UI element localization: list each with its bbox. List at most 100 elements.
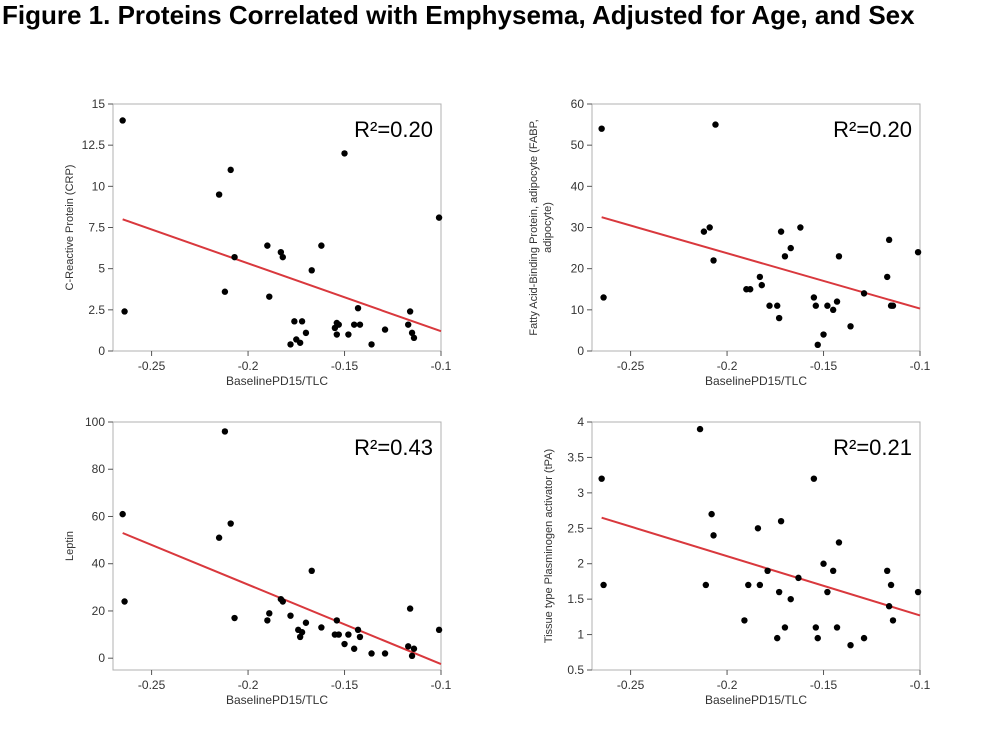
- data-point: [764, 567, 771, 574]
- data-point: [227, 166, 234, 174]
- y-axis-label: Tissue type Plasminogen activator (tPA): [543, 449, 555, 643]
- x-tick-label: -0.15: [331, 359, 359, 373]
- x-tick-label: -0.1: [431, 359, 452, 373]
- figure-title: Figure 1. Proteins Correlated with Emphy…: [2, 0, 915, 30]
- y-tick-label: 2.5: [88, 303, 105, 317]
- data-point: [847, 642, 854, 649]
- data-point: [775, 588, 783, 596]
- y-axis-label-line: Fatty Acid-Binding Protein, adipocyte (F…: [528, 119, 540, 335]
- data-point: [296, 339, 304, 346]
- data-point: [847, 323, 854, 330]
- data-point: [797, 224, 804, 231]
- data-point: [820, 331, 827, 338]
- data-point: [308, 267, 315, 274]
- data-point: [345, 331, 352, 338]
- r-squared-annotation: R²=0.43: [354, 435, 433, 460]
- y-tick-label: 10: [571, 303, 585, 317]
- data-point: [231, 253, 238, 261]
- y-tick-label: 50: [571, 138, 585, 152]
- y-tick-label: 60: [92, 509, 106, 523]
- data-point: [884, 273, 891, 281]
- data-point: [266, 293, 273, 300]
- data-point: [777, 228, 785, 235]
- y-tick-label: 40: [92, 557, 106, 571]
- data-point: [354, 626, 362, 634]
- regression-line: [122, 218, 442, 333]
- y-tick-label: 0.5: [567, 663, 584, 677]
- y-tick-label: 0: [98, 344, 105, 358]
- regression-line: [601, 216, 921, 310]
- data-point: [914, 588, 922, 596]
- data-point: [291, 318, 298, 325]
- y-tick-label: 30: [571, 221, 585, 235]
- data-point: [777, 518, 785, 525]
- data-point: [708, 510, 715, 518]
- data-point: [710, 532, 717, 539]
- data-point: [600, 581, 607, 589]
- y-axis-label-line: adipocyte): [542, 202, 554, 253]
- y-axis-label: C-Reactive Protein (CRP): [64, 165, 76, 291]
- data-point: [333, 331, 341, 338]
- data-point: [298, 318, 306, 325]
- x-tick-label: -0.25: [617, 678, 645, 692]
- data-point: [600, 294, 607, 301]
- y-axis-label: Leptin: [64, 531, 76, 561]
- x-tick-label: -0.2: [238, 359, 259, 373]
- x-tick-label: -0.2: [238, 678, 259, 692]
- y-tick-label: 10: [92, 179, 106, 193]
- data-point: [264, 242, 271, 249]
- data-point: [381, 326, 389, 333]
- y-tick-label: 1.5: [567, 592, 584, 606]
- data-point: [814, 341, 821, 349]
- data-point: [368, 341, 375, 348]
- data-point: [774, 634, 781, 642]
- data-point: [221, 288, 229, 295]
- data-point: [345, 631, 352, 638]
- data-point: [356, 321, 364, 328]
- data-point: [350, 321, 358, 328]
- data-point: [884, 567, 891, 574]
- data-point: [333, 617, 341, 624]
- x-axis-label: BaselinePD15/TLC: [226, 693, 328, 707]
- data-point: [787, 595, 794, 603]
- data-point: [410, 645, 418, 652]
- y-tick-label: 2.5: [567, 521, 584, 535]
- plot-frame: [112, 421, 442, 671]
- data-point: [435, 626, 443, 634]
- x-axis-label: BaselinePD15/TLC: [226, 374, 328, 388]
- r-squared-annotation: R²=0.21: [833, 435, 912, 460]
- data-point: [308, 567, 315, 574]
- data-point: [121, 308, 128, 315]
- y-tick-label: 5: [98, 262, 105, 276]
- data-point: [835, 253, 843, 260]
- data-point: [406, 308, 414, 315]
- data-point: [350, 645, 358, 652]
- data-point: [335, 631, 342, 638]
- data-point: [231, 614, 238, 622]
- data-point: [781, 253, 789, 260]
- data-point: [810, 475, 818, 482]
- data-point: [287, 612, 294, 619]
- data-point: [741, 617, 748, 624]
- y-tick-label: 3: [577, 486, 584, 500]
- data-point: [302, 329, 310, 337]
- data-point: [914, 249, 922, 256]
- data-point: [829, 567, 837, 574]
- y-tick-label: 4: [577, 415, 584, 429]
- x-tick-label: -0.15: [331, 678, 359, 692]
- data-point: [405, 643, 412, 650]
- data-point: [824, 302, 831, 309]
- data-point: [266, 610, 273, 617]
- data-point: [215, 534, 223, 541]
- data-point: [812, 624, 820, 631]
- data-point: [302, 619, 310, 626]
- y-tick-label: 100: [85, 415, 105, 429]
- data-point: [787, 244, 794, 252]
- data-point: [696, 425, 704, 433]
- data-point: [758, 281, 765, 289]
- y-tick-label: 20: [92, 604, 106, 618]
- x-tick-label: -0.15: [810, 678, 838, 692]
- data-point: [810, 294, 818, 301]
- data-point: [860, 290, 868, 297]
